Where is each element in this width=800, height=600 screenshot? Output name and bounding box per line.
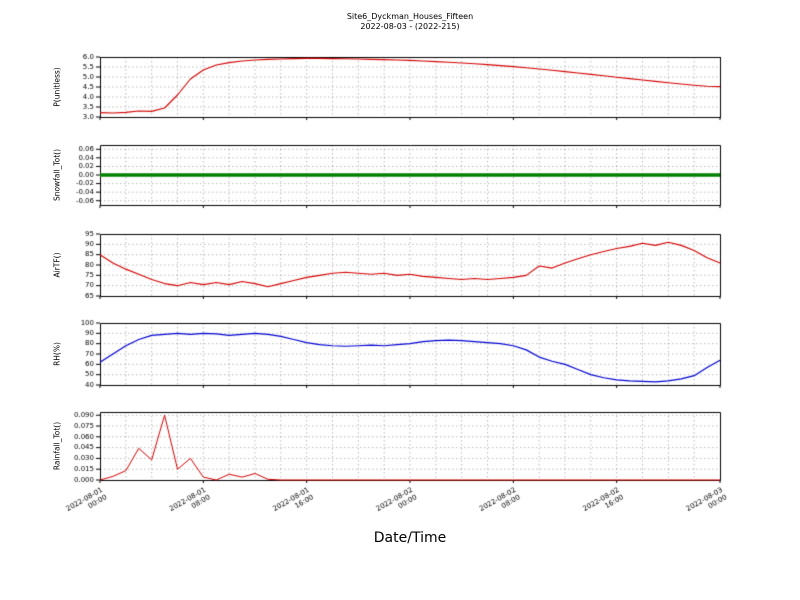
y-axis-label-rh: RH(%) [52,342,62,366]
y-axis-label-p: P(unitless) [52,67,62,107]
y-axis-label-snowfall: Snowfall_Tot() [52,148,62,202]
chart-subtitle: 2022-08-03 - (2022-215) [360,22,460,31]
chart-title: Site6_Dyckman_Houses_Fifteen [346,12,474,21]
chart-title-block: Site6_Dyckman_Houses_Fifteen 2022-08-03 … [100,12,720,32]
y-axis-label-rainfall: Rainfall_Tot() [52,421,62,471]
x-axis-label: Date/Time [373,530,447,546]
y-axis-label-airtf: AirTF() [52,252,62,278]
